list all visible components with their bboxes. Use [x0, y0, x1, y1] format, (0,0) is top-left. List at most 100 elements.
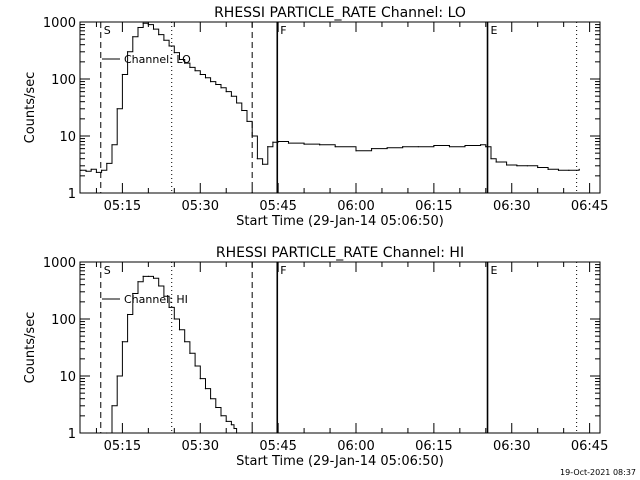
chart-panel-1: RHESSI PARTICLE_RATE Channel: LO Counts/s…	[23, 5, 608, 229]
data-point	[464, 144, 466, 147]
data-point	[184, 341, 186, 343]
data-point	[152, 28, 155, 30]
data-point	[448, 146, 451, 148]
data-point	[334, 146, 336, 148]
data-point	[189, 352, 191, 354]
data-point	[85, 170, 87, 172]
y-tick-label: 10	[59, 130, 76, 145]
data-point	[173, 318, 175, 320]
data-point	[230, 424, 233, 426]
data-point	[163, 295, 165, 297]
data-point	[168, 45, 170, 47]
data-point	[126, 313, 129, 316]
x-tick-label: 06:00	[337, 439, 374, 454]
data-point	[233, 427, 235, 430]
data-point	[132, 36, 134, 38]
x-axis-label: Start Time (29-Jan-14 05:06:50)	[236, 214, 444, 229]
data-point	[80, 169, 82, 171]
x-tick-label: 06:30	[493, 439, 530, 454]
data-point	[111, 405, 113, 407]
y-tick-label: 1	[68, 187, 76, 202]
data-point	[178, 329, 181, 331]
data-point	[121, 341, 123, 343]
data-point	[267, 146, 269, 148]
x-axis-label: Start Time (29-Jan-14 05:06:50)	[236, 454, 444, 469]
data-point	[215, 406, 217, 409]
y-tick-label: 1000	[43, 16, 76, 31]
marker-label: E	[491, 264, 498, 277]
data-point	[142, 275, 144, 277]
data-point	[537, 166, 539, 169]
data-point	[319, 144, 321, 146]
chart-title: RHESSI PARTICLE_RATE Channel: LO	[214, 5, 466, 21]
series-line	[106, 275, 238, 434]
series-line	[80, 22, 580, 173]
x-tick-label: 06:15	[415, 199, 452, 214]
data-point	[417, 146, 419, 148]
data-point	[126, 51, 129, 53]
data-point	[173, 52, 175, 54]
data-point	[204, 77, 207, 79]
data-point	[303, 143, 305, 145]
data-point	[287, 142, 290, 144]
x-tick-label: 06:45	[571, 199, 608, 214]
data-point	[116, 375, 118, 377]
marker-label: F	[280, 24, 286, 37]
data-point	[547, 168, 549, 170]
data-point	[194, 365, 196, 367]
y-tick-label: 1	[68, 427, 76, 442]
data-point	[163, 39, 165, 41]
data-point	[246, 120, 248, 123]
data-point	[230, 95, 233, 97]
data-point	[121, 73, 123, 76]
data-point	[355, 150, 357, 152]
x-tick-label: 05:30	[182, 439, 219, 454]
data-point	[433, 144, 435, 147]
data-point	[101, 169, 103, 171]
data-point	[116, 108, 118, 110]
x-tick-label: 06:15	[415, 439, 452, 454]
marker-label: S	[104, 24, 111, 37]
x-tick-label: 05:15	[104, 439, 141, 454]
y-tick-label: 100	[51, 73, 76, 88]
data-point	[90, 168, 92, 170]
data-point	[386, 147, 388, 149]
data-point	[370, 148, 373, 150]
chart-panel-2: RHESSI PARTICLE_RATE Channel: HI Counts/s…	[23, 245, 608, 469]
x-tick-label: 05:30	[182, 199, 219, 214]
data-point	[199, 73, 201, 76]
data-point	[557, 169, 560, 171]
x-tick-label: 06:30	[493, 199, 530, 214]
data-point	[189, 66, 191, 68]
y-tick-label: 10	[59, 370, 76, 385]
legend-label: Channel: HI	[124, 293, 188, 306]
data-point	[168, 306, 170, 308]
data-point	[95, 171, 98, 173]
legend-label: Channel: LO	[124, 53, 191, 66]
data-point	[495, 161, 497, 163]
marker-label: S	[104, 264, 111, 277]
data-point	[256, 158, 258, 160]
data-point	[111, 144, 113, 146]
data-point	[210, 398, 212, 400]
data-point	[147, 275, 149, 277]
data-point	[402, 146, 404, 148]
data-point	[485, 146, 487, 148]
chart-title: RHESSI PARTICLE_RATE Channel: HI	[216, 245, 464, 261]
data-point	[277, 140, 279, 143]
data-point	[261, 163, 264, 165]
x-tick-label: 06:00	[337, 199, 374, 214]
data-point	[225, 420, 227, 422]
marker-label: F	[280, 264, 286, 277]
y-tick-label: 100	[51, 313, 76, 328]
data-point	[158, 285, 160, 287]
plot-frame	[79, 261, 601, 434]
data-point	[568, 169, 570, 171]
data-point	[158, 34, 160, 36]
data-point	[220, 87, 222, 89]
data-point	[505, 164, 508, 166]
y-tick-label: 1000	[43, 256, 76, 271]
x-tick-label: 05:15	[104, 199, 141, 214]
data-point	[516, 165, 518, 167]
